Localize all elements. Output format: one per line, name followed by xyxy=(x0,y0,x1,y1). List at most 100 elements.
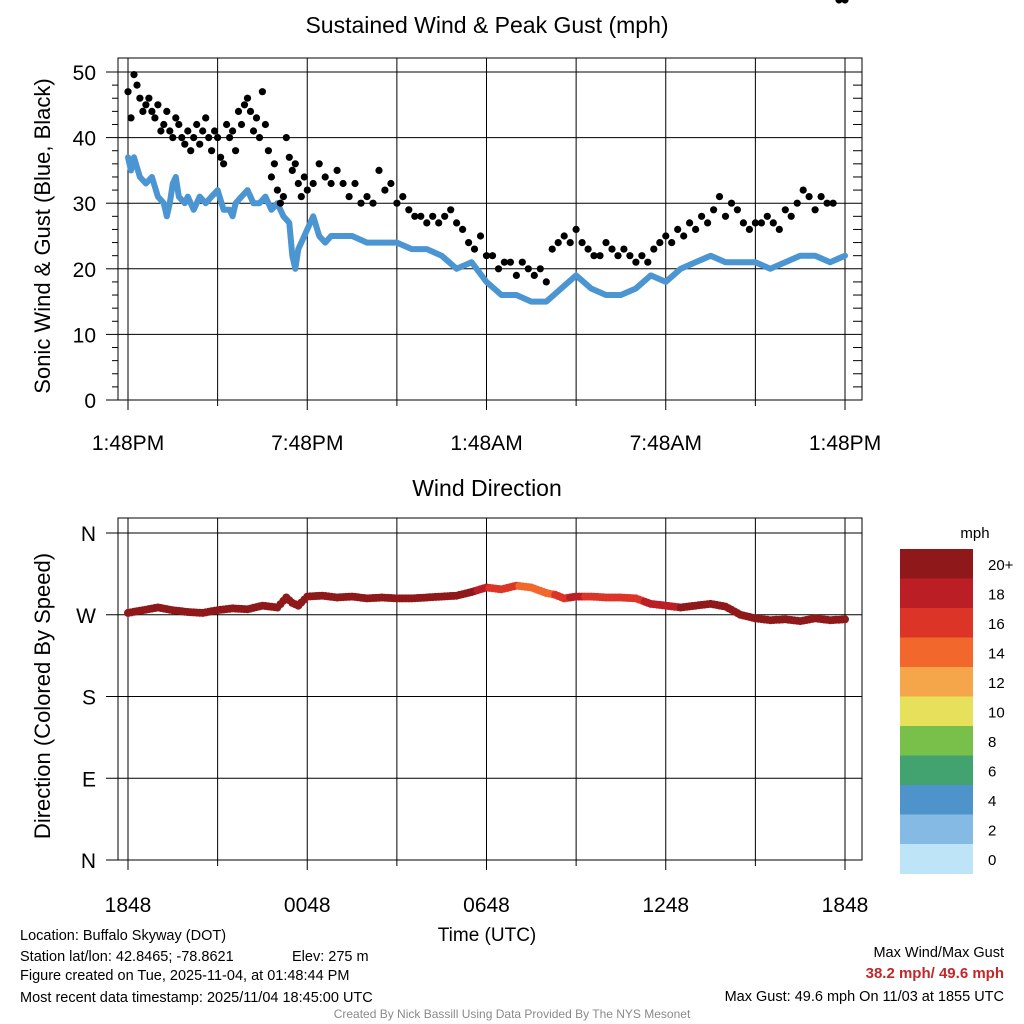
x-tick-label: 0048 xyxy=(284,894,331,917)
x-tick-label: 1848 xyxy=(105,894,152,917)
colorbar-swatch xyxy=(900,667,973,697)
gust-point xyxy=(530,271,538,279)
gust-point xyxy=(145,94,153,102)
created-text: Figure created on Tue, 2025-11-04, at 01… xyxy=(20,968,350,984)
gust-point xyxy=(175,120,183,129)
gust-point xyxy=(351,179,359,188)
gust-point xyxy=(590,252,598,260)
gust-point xyxy=(739,219,748,227)
gust-point xyxy=(578,239,586,247)
x-tick-label: 1248 xyxy=(642,894,689,917)
gust-point xyxy=(650,245,658,253)
colorbar-swatch xyxy=(900,608,973,638)
gust-point xyxy=(482,252,491,260)
gust-point xyxy=(632,258,640,266)
gust-point xyxy=(381,186,389,194)
gust-point xyxy=(315,160,323,168)
gust-point xyxy=(668,239,676,247)
gust-point xyxy=(294,179,302,188)
gust-point xyxy=(270,160,278,168)
gust-point xyxy=(465,239,473,247)
y-tick-label: N xyxy=(81,850,96,873)
gust-point xyxy=(805,193,813,201)
gust-point xyxy=(584,245,592,253)
gust-point xyxy=(363,193,371,201)
gust-point xyxy=(255,134,264,142)
colorbar-label: 10 xyxy=(988,704,1005,721)
colorbar-label: 2 xyxy=(988,822,996,839)
gust-point xyxy=(542,278,550,286)
gust-point xyxy=(214,134,222,142)
gust-point xyxy=(757,219,766,227)
gust-point xyxy=(282,134,290,142)
gust-point xyxy=(721,212,730,220)
gust-point xyxy=(656,239,664,247)
gust-point xyxy=(303,186,311,194)
gust-point xyxy=(229,127,237,135)
gust-point xyxy=(710,206,718,214)
max-title: Max Wind/Max Gust xyxy=(873,945,1004,961)
chart-title: Sustained Wind & Peak Gust (mph) xyxy=(305,12,668,38)
gust-point xyxy=(276,199,284,207)
gust-point xyxy=(190,134,198,142)
colorbar-swatch xyxy=(900,814,973,845)
gust-point xyxy=(240,101,249,109)
colorbar-swatch xyxy=(900,696,973,727)
x-tick-label: 0648 xyxy=(463,894,510,917)
max-values: 38.2 mph/ 49.6 mph xyxy=(865,965,1004,982)
colorbar-label: 14 xyxy=(988,645,1005,662)
gust-point xyxy=(638,252,646,260)
gust-point xyxy=(435,219,443,227)
gust-point xyxy=(769,219,777,227)
x-tick-label: 1:48PM xyxy=(92,432,164,455)
y-tick-label: 30 xyxy=(73,193,96,216)
gust-point xyxy=(163,107,171,115)
gust-point xyxy=(309,179,317,188)
colorbar-label: 12 xyxy=(988,675,1005,692)
gust-point xyxy=(321,173,329,181)
y-tick-label: W xyxy=(76,605,96,628)
y-tick-label: 0 xyxy=(84,390,96,413)
gust-point xyxy=(136,94,144,102)
gust-point xyxy=(157,127,165,135)
gust-point xyxy=(536,265,544,273)
gust-point xyxy=(620,245,628,253)
gust-point xyxy=(566,239,574,247)
gust-point xyxy=(787,212,795,220)
gust-point xyxy=(142,101,150,109)
gust-point xyxy=(249,127,258,135)
gust-point xyxy=(763,212,771,220)
gust-point xyxy=(148,107,156,115)
gust-point xyxy=(291,160,299,168)
colorbar-swatch xyxy=(900,844,973,874)
gust-point xyxy=(686,219,694,227)
gust-point xyxy=(211,127,219,135)
max-gust-text: Max Gust: 49.6 mph On 11/03 at 1855 UTC xyxy=(724,989,1004,1005)
colorbar-unit-label: mph xyxy=(960,525,989,542)
gust-point xyxy=(252,114,261,122)
x-tick-label: 7:48AM xyxy=(630,432,702,455)
colorbar-label: 0 xyxy=(988,852,996,869)
gust-point xyxy=(518,258,526,266)
colorbar-label: 20+ xyxy=(988,557,1014,574)
gust-point xyxy=(243,94,252,102)
gust-point xyxy=(429,212,437,220)
gust-point xyxy=(500,258,508,266)
speed-colorbar: mph 20+ 18 16 14 12 10 8 6 4 2 0 xyxy=(900,525,1014,874)
y-tick-label: 40 xyxy=(73,128,96,151)
gust-point xyxy=(124,88,132,96)
gust-point xyxy=(130,71,138,79)
y-axis-label: Direction (Colored By Speed) xyxy=(30,553,55,839)
gust-point xyxy=(223,120,231,129)
gust-point xyxy=(704,219,712,227)
colorbar-label: 18 xyxy=(988,586,1005,603)
gust-point xyxy=(494,265,503,273)
gust-point xyxy=(423,219,431,227)
gust-point xyxy=(506,258,514,266)
y-tick-label: 50 xyxy=(73,62,96,85)
gust-point xyxy=(692,225,700,233)
gust-point xyxy=(237,120,246,129)
gust-point xyxy=(799,186,807,194)
gust-point xyxy=(644,258,652,266)
gust-point xyxy=(674,225,682,233)
